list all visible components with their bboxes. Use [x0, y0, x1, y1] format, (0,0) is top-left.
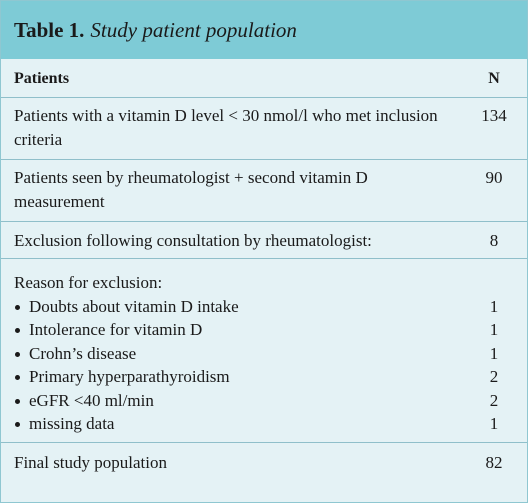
list-item: missing data — [14, 412, 462, 436]
row: Patients seen by rheumatologist + second… — [1, 159, 527, 222]
row: Exclusion following consultation by rheu… — [1, 221, 527, 259]
list-item: eGFR <40 ml/min — [14, 389, 462, 413]
list-n: 2 — [489, 390, 499, 410]
cell-n: 90 — [475, 159, 527, 222]
cell: Reason for exclusion: Doubts about vitami… — [1, 258, 475, 443]
table: Patients N Patients with a vitamin D lev… — [1, 59, 527, 486]
cell: Patients seen by rheumatologist + second… — [1, 159, 475, 222]
final-row: Final study population 82 — [1, 443, 527, 486]
table-caption: Study patient population — [90, 17, 297, 42]
list-n: 1 — [489, 343, 499, 363]
table-label: Table 1. — [14, 17, 85, 42]
list-item: Crohn’s disease — [14, 342, 462, 366]
list-n: 1 — [489, 296, 499, 316]
list-item: Intolerance for vitamin D — [14, 318, 462, 342]
cell-n: 134 — [475, 97, 527, 160]
list-item: Doubts about vitamin D intake — [14, 295, 462, 319]
cell-n: 1 1 1 2 2 1 — [475, 258, 527, 443]
exclusion-row: Reason for exclusion: Doubts about vitami… — [1, 258, 527, 443]
cell: Final study population — [14, 453, 167, 472]
table-title: Table 1. Study patient population — [1, 1, 527, 59]
cell-n: 8 — [475, 221, 527, 259]
header-cell: N — [475, 59, 527, 98]
cell-n: 82 — [485, 453, 503, 472]
row: Patients with a vitamin D level < 30 nmo… — [1, 97, 527, 160]
list-n: 1 — [489, 414, 499, 433]
list-n: 2 — [489, 367, 499, 386]
list-item: Primary hyperparathyroidism — [14, 365, 462, 389]
spacer — [475, 271, 513, 295]
list-n: 1 — [489, 320, 499, 339]
header-row: Patients N — [1, 59, 527, 98]
subheading: Reason for exclusion: — [14, 273, 163, 292]
cell: Exclusion following consultation by rheu… — [1, 221, 475, 259]
cell: Patients with a vitamin D level < 30 nmo… — [1, 97, 475, 160]
header-cell: Patients — [1, 59, 475, 98]
table-body: Patients N Patients with a vitamin D lev… — [1, 59, 527, 486]
